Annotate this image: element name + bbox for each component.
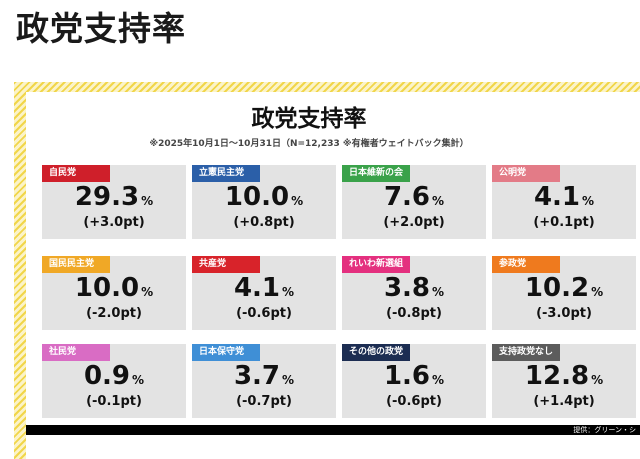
- party-card: 国民民主党 10.0% (-2.0pt): [42, 256, 186, 330]
- support-rate-value: 7.6%: [342, 182, 486, 217]
- percent-unit: %: [591, 285, 604, 299]
- change-value: (-0.6pt): [236, 306, 292, 321]
- percent-unit: %: [432, 373, 445, 387]
- party-name-tag: 公明党: [492, 165, 560, 182]
- change-value: (+0.8pt): [233, 215, 295, 230]
- party-name-tag: 日本保守党: [192, 344, 260, 361]
- percent-unit: %: [141, 285, 154, 299]
- support-rate-number: 12.8: [524, 361, 590, 391]
- support-rate-number: 10.2: [524, 273, 590, 303]
- support-rate-number: 7.6: [383, 182, 431, 212]
- support-rate-value: 1.6%: [342, 361, 486, 396]
- party-card: 公明党 4.1% (+0.1pt): [492, 165, 636, 239]
- support-rate-number: 0.9: [83, 361, 131, 391]
- party-name-tag: れいわ新選組: [342, 256, 410, 273]
- party-name-tag: 社民党: [42, 344, 110, 361]
- support-rate-number: 3.7: [233, 361, 281, 391]
- change-value: (+3.0pt): [83, 215, 145, 230]
- page-heading: 政党支持率: [16, 9, 186, 48]
- party-card: 立憲民主党 10.0% (+0.8pt): [192, 165, 336, 239]
- party-card: 支持政党なし 12.8% (+1.4pt): [492, 344, 636, 418]
- support-rate-number: 3.8: [383, 273, 431, 303]
- change-value: (+2.0pt): [383, 215, 445, 230]
- change-value: (-0.7pt): [236, 394, 292, 409]
- change-value: (-3.0pt): [536, 306, 592, 321]
- support-rate-value: 4.1%: [492, 182, 636, 217]
- party-card: 日本維新の会 7.6% (+2.0pt): [342, 165, 486, 239]
- party-card: 日本保守党 3.7% (-0.7pt): [192, 344, 336, 418]
- support-rate-value: 4.1%: [192, 273, 336, 308]
- party-name-tag: 支持政党なし: [492, 344, 560, 361]
- percent-unit: %: [132, 373, 145, 387]
- party-card: その他の政党 1.6% (-0.6pt): [342, 344, 486, 418]
- support-rate-panel: 政党支持率 ※2025年10月1日〜10月31日（N=12,233 ※有権者ウェ…: [26, 92, 640, 459]
- change-value: (+0.1pt): [533, 215, 595, 230]
- support-rate-value: 10.0%: [42, 273, 186, 308]
- support-rate-value: 3.7%: [192, 361, 336, 396]
- change-value: (-0.6pt): [386, 394, 442, 409]
- party-name-tag: 立憲民主党: [192, 165, 260, 182]
- party-name-tag: 自民党: [42, 165, 110, 182]
- panel-title: 政党支持率: [251, 106, 367, 132]
- support-rate-number: 1.6: [383, 361, 431, 391]
- percent-unit: %: [591, 373, 604, 387]
- party-card: 自民党 29.3% (+3.0pt): [42, 165, 186, 239]
- support-rate-value: 29.3%: [42, 182, 186, 217]
- support-rate-number: 29.3: [74, 182, 140, 212]
- percent-unit: %: [291, 194, 304, 208]
- support-rate-value: 10.2%: [492, 273, 636, 308]
- percent-unit: %: [282, 285, 295, 299]
- footer-bar: 提供：グリーン・シ: [26, 425, 640, 435]
- party-card: 社民党 0.9% (-0.1pt): [42, 344, 186, 418]
- party-name-tag: 参政党: [492, 256, 560, 273]
- change-value: (-0.8pt): [386, 306, 442, 321]
- support-rate-value: 12.8%: [492, 361, 636, 396]
- party-card: 参政党 10.2% (-3.0pt): [492, 256, 636, 330]
- party-name-tag: その他の政党: [342, 344, 410, 361]
- percent-unit: %: [282, 373, 295, 387]
- change-value: (-0.1pt): [86, 394, 142, 409]
- party-card: れいわ新選組 3.8% (-0.8pt): [342, 256, 486, 330]
- change-value: (+1.4pt): [533, 394, 595, 409]
- support-rate-value: 0.9%: [42, 361, 186, 396]
- support-rate-value: 3.8%: [342, 273, 486, 308]
- support-rate-number: 4.1: [233, 273, 281, 303]
- percent-unit: %: [582, 194, 595, 208]
- percent-unit: %: [432, 194, 445, 208]
- party-card: 共産党 4.1% (-0.6pt): [192, 256, 336, 330]
- percent-unit: %: [432, 285, 445, 299]
- party-name-tag: 日本維新の会: [342, 165, 410, 182]
- support-rate-number: 4.1: [533, 182, 581, 212]
- credit-text: 提供：グリーン・シ: [573, 426, 636, 434]
- support-rate-number: 10.0: [74, 273, 140, 303]
- support-rate-number: 10.0: [224, 182, 290, 212]
- party-name-tag: 共産党: [192, 256, 260, 273]
- party-name-tag: 国民民主党: [42, 256, 110, 273]
- panel-subtitle: ※2025年10月1日〜10月31日（N=12,233 ※有権者ウェイトバック集…: [149, 139, 469, 149]
- support-rate-value: 10.0%: [192, 182, 336, 217]
- percent-unit: %: [141, 194, 154, 208]
- change-value: (-2.0pt): [86, 306, 142, 321]
